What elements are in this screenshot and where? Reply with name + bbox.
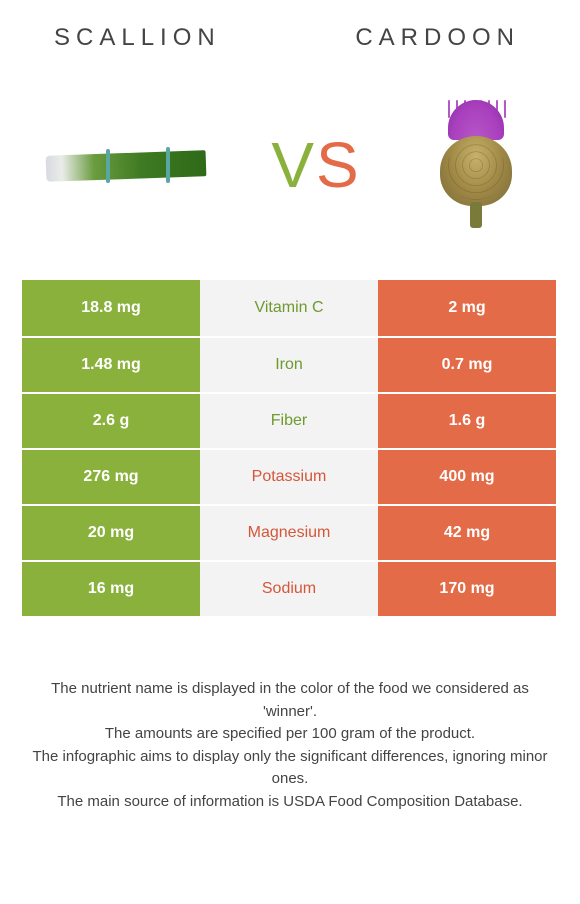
nutrient-name: Vitamin C	[200, 280, 378, 336]
scallion-icon	[36, 125, 216, 205]
nutrient-name: Magnesium	[200, 504, 378, 560]
table-row: 276 mgPotassium400 mg	[22, 448, 558, 504]
right-value: 2 mg	[378, 280, 556, 336]
right-value: 170 mg	[378, 560, 556, 616]
left-value: 16 mg	[22, 560, 200, 616]
vs-s: S	[316, 129, 361, 201]
cardoon-icon	[416, 100, 536, 230]
title-left: SCALLION	[54, 24, 221, 52]
footer-line: The infographic aims to display only the…	[22, 746, 558, 791]
footer-line: The main source of information is USDA F…	[22, 791, 558, 814]
right-value: 42 mg	[378, 504, 556, 560]
nutrient-name: Potassium	[200, 448, 378, 504]
footer-notes: The nutrient name is displayed in the co…	[0, 616, 580, 813]
nutrient-name: Iron	[200, 336, 378, 392]
left-value: 276 mg	[22, 448, 200, 504]
right-value: 1.6 g	[378, 392, 556, 448]
left-value: 18.8 mg	[22, 280, 200, 336]
header: SCALLION CARDOON	[0, 0, 580, 60]
table-row: 16 mgSodium170 mg	[22, 560, 558, 616]
nutrient-name: Sodium	[200, 560, 378, 616]
nutrient-name: Fiber	[200, 392, 378, 448]
right-value: 0.7 mg	[378, 336, 556, 392]
table-row: 1.48 mgIron0.7 mg	[22, 336, 558, 392]
title-right: CARDOON	[355, 24, 520, 52]
nutrient-table: 18.8 mgVitamin C2 mg1.48 mgIron0.7 mg2.6…	[22, 280, 558, 616]
right-value: 400 mg	[378, 448, 556, 504]
hero-row: VS	[0, 60, 580, 280]
vs-v: V	[271, 129, 316, 201]
footer-line: The amounts are specified per 100 gram o…	[22, 723, 558, 746]
left-value: 20 mg	[22, 504, 200, 560]
footer-line: The nutrient name is displayed in the co…	[22, 678, 558, 723]
vs-label: VS	[271, 128, 360, 202]
left-value: 2.6 g	[22, 392, 200, 448]
table-row: 18.8 mgVitamin C2 mg	[22, 280, 558, 336]
table-row: 20 mgMagnesium42 mg	[22, 504, 558, 560]
table-row: 2.6 gFiber1.6 g	[22, 392, 558, 448]
left-value: 1.48 mg	[22, 336, 200, 392]
